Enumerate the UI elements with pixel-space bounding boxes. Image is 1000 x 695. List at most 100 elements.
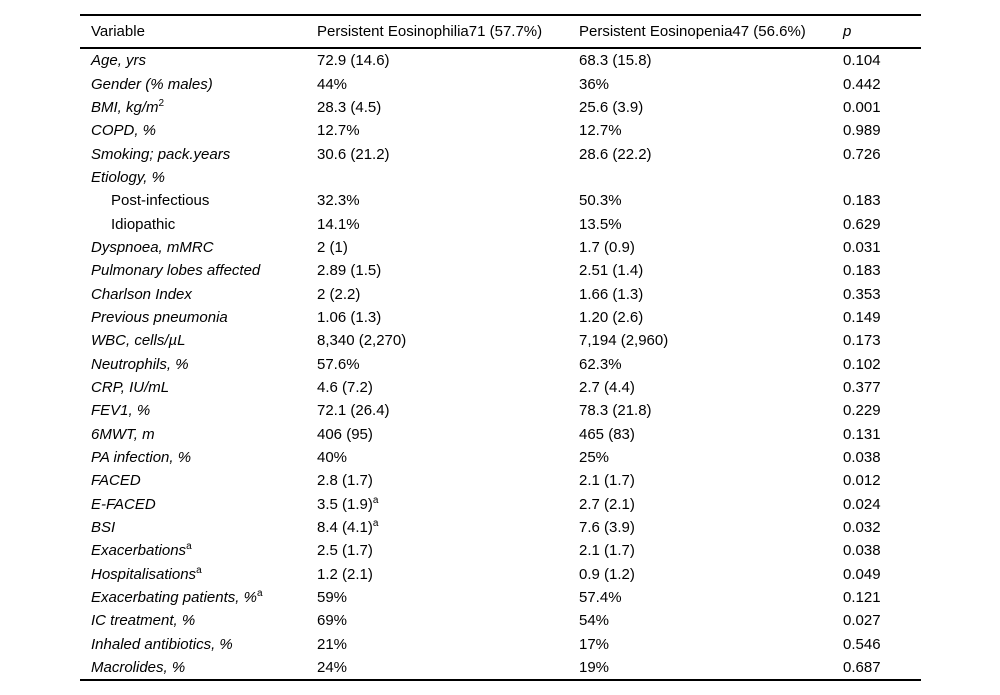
variable-cell-text: Exacerbations: [91, 542, 187, 560]
p-value-cell: 0.183: [843, 259, 921, 282]
header-p-value: p: [843, 15, 921, 49]
eosinopenia-value-cell: 1.20 (2.6): [579, 306, 843, 329]
eosinopenia-value-cell-text: 12.7%: [579, 122, 622, 140]
table-row: BSI 8.4 (4.1)a 7.6 (3.9) 0.032: [80, 516, 921, 539]
p-value-cell-text: 0.149: [843, 308, 881, 326]
table-row: Exacerbationsa 2.5 (1.7) 2.1 (1.7) 0.038: [80, 539, 921, 562]
eosinopenia-value-cell-text: 0.9 (1.2): [579, 565, 635, 583]
eosinophilia-value-cell-text: 14.1%: [317, 215, 360, 233]
p-value-cell-text: 0.104: [843, 52, 881, 70]
p-value-cell: 0.149: [843, 306, 921, 329]
eosinophilia-value-cell: 24%: [317, 656, 579, 680]
eosinopenia-value-cell: 2.1 (1.7): [579, 539, 843, 562]
eosinopenia-value-cell: 0.9 (1.2): [579, 563, 843, 586]
p-value-cell: 0.229: [843, 399, 921, 422]
p-value-cell: 0.442: [843, 72, 921, 95]
eosinopenia-value-cell: 2.7 (2.1): [579, 493, 843, 516]
table-row: Inhaled antibiotics, % 21% 17% 0.546: [80, 633, 921, 656]
p-value-cell: 0.032: [843, 516, 921, 539]
p-value-cell-text: 0.032: [843, 519, 881, 537]
p-value-cell-text: 0.024: [843, 495, 881, 513]
p-value-cell-text: 0.989: [843, 122, 881, 140]
variable-cell-text: Gender (% males): [91, 75, 213, 93]
variable-cell-text: Idiopathic: [111, 215, 176, 233]
variable-cell: PA infection, %: [80, 446, 317, 469]
p-value-cell: 0.629: [843, 212, 921, 235]
eosinophilia-value-cell-text: 2.5 (1.7): [317, 542, 373, 560]
eosinophilia-value-cell: 12.7%: [317, 119, 579, 142]
eosinopenia-value-cell-text: 28.6 (22.2): [579, 145, 652, 163]
table-row: PA infection, % 40% 25% 0.038: [80, 446, 921, 469]
table-row: Gender (% males) 44% 36% 0.442: [80, 72, 921, 95]
eosinophilia-value-cell: 14.1%: [317, 212, 579, 235]
variable-cell: Idiopathic: [80, 212, 317, 235]
eosinophilia-value-cell: 1.06 (1.3): [317, 306, 579, 329]
p-value-cell-text: 0.546: [843, 635, 881, 653]
eosinophilia-value-cell: 44%: [317, 72, 579, 95]
p-value-cell: 0.989: [843, 119, 921, 142]
table-row: IC treatment, % 69% 54% 0.027: [80, 609, 921, 632]
eosinopenia-value-cell-text: 2.7 (4.4): [579, 378, 635, 396]
p-value-cell-text: 0.001: [843, 98, 881, 116]
eosinophilia-value-cell-text: 69%: [317, 612, 348, 630]
eosinophilia-value-cell-text: 44%: [317, 75, 348, 93]
eosinopenia-value-cell: 68.3 (15.8): [579, 48, 843, 72]
variable-cell: Exacerbationsa: [80, 539, 317, 562]
eosinopenia-value-cell-text: 465 (83): [579, 425, 635, 443]
table-row: Macrolides, % 24% 19% 0.687: [80, 656, 921, 680]
table-row: Charlson Index 2 (2.2) 1.66 (1.3) 0.353: [80, 282, 921, 305]
eosinophilia-value-cell: 32.3%: [317, 189, 579, 212]
variable-cell-text: Macrolides, %: [91, 659, 186, 677]
variable-cell-text: Pulmonary lobes affected: [91, 262, 261, 280]
variable-cell-text: COPD, %: [91, 122, 157, 140]
eosinophilia-value-cell: 8,340 (2,270): [317, 329, 579, 352]
p-value-cell-text: 0.353: [843, 285, 881, 303]
p-value-cell: 0.027: [843, 609, 921, 632]
eosinophilia-value-cell: 57.6%: [317, 352, 579, 375]
table-row: FEV1, % 72.1 (26.4) 78.3 (21.8) 0.229: [80, 399, 921, 422]
eosinopenia-value-cell: 25%: [579, 446, 843, 469]
table-body: Age, yrs 72.9 (14.6) 68.3 (15.8) 0.104 Gende…: [80, 48, 921, 680]
p-value-cell-text: 0.027: [843, 612, 881, 630]
eosinopenia-value-cell: 78.3 (21.8): [579, 399, 843, 422]
variable-cell: Charlson Index: [80, 282, 317, 305]
footnote-marker: a: [256, 588, 263, 600]
p-value-cell: 0.049: [843, 563, 921, 586]
variable-cell-text: Etiology, %: [91, 168, 165, 186]
variable-cell: Neutrophils, %: [80, 352, 317, 375]
table-row: Neutrophils, % 57.6% 62.3% 0.102: [80, 352, 921, 375]
eosinopenia-value-cell-text: 25%: [579, 449, 610, 467]
variable-cell: Etiology, %: [80, 166, 317, 189]
p-value-cell: 0.183: [843, 189, 921, 212]
variable-cell: Hospitalisationsa: [80, 563, 317, 586]
eosinopenia-value-cell-text: 2.7 (2.1): [579, 495, 635, 513]
eosinophilia-value-cell-text: 57.6%: [317, 355, 360, 373]
eosinophilia-value-cell-text: 1.06 (1.3): [317, 308, 382, 326]
eosinopenia-value-cell-text: 50.3%: [579, 192, 622, 210]
variable-cell-text: CRP, IU/mL: [91, 378, 170, 396]
variable-cell-text: Dyspnoea, mMRC: [91, 238, 214, 256]
variable-cell: 6MWT, m: [80, 423, 317, 446]
eosinopenia-value-cell: 57.4%: [579, 586, 843, 609]
table-row: Previous pneumonia 1.06 (1.3) 1.20 (2.6) 0.…: [80, 306, 921, 329]
footnote-marker: 2: [158, 97, 165, 109]
eosinopenia-value-cell: 7,194 (2,960): [579, 329, 843, 352]
footnote-marker: a: [372, 518, 379, 530]
variable-cell-text: Previous pneumonia: [91, 308, 228, 326]
p-value-cell-text: 0.726: [843, 145, 881, 163]
variable-cell-text: FACED: [91, 472, 141, 490]
table-row: Age, yrs 72.9 (14.6) 68.3 (15.8) 0.104: [80, 48, 921, 72]
eosinophilia-value-cell-text: 30.6 (21.2): [317, 145, 390, 163]
variable-cell: Age, yrs: [80, 48, 317, 72]
eosinophilia-value-cell-text: 2 (2.2): [317, 285, 361, 303]
eosinophilia-value-cell-text: 2.89 (1.5): [317, 262, 382, 280]
eosinophilia-value-cell: 30.6 (21.2): [317, 142, 579, 165]
variable-cell-text: IC treatment, %: [91, 612, 196, 630]
table-row: Etiology, %: [80, 166, 921, 189]
eosinophilia-value-cell: 21%: [317, 633, 579, 656]
variable-cell-text: Post-infectious: [111, 192, 210, 210]
eosinopenia-value-cell-text: 7,194 (2,960): [579, 332, 669, 350]
variable-cell-text: PA infection, %: [91, 449, 192, 467]
eosinopenia-value-cell-text: 13.5%: [579, 215, 622, 233]
eosinopenia-value-cell: 1.66 (1.3): [579, 282, 843, 305]
